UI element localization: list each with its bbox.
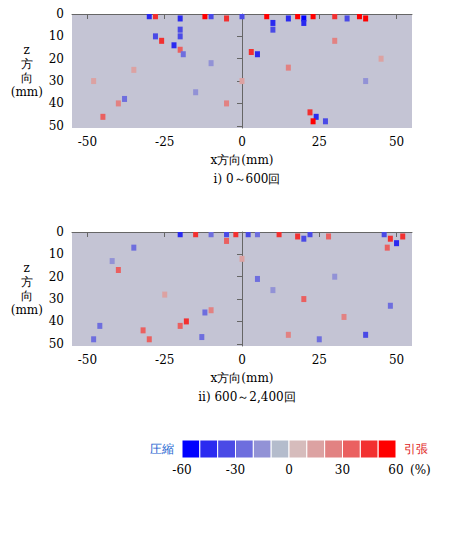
svg-text:-25: -25	[155, 135, 174, 149]
svg-text:-50: -50	[78, 353, 97, 367]
svg-text:引張: 引張	[404, 442, 428, 456]
svg-text:方: 方	[21, 57, 33, 71]
svg-text:20: 20	[49, 52, 64, 66]
svg-text:10: 10	[49, 29, 64, 43]
svg-text:-30: -30	[226, 463, 245, 477]
svg-text:0: 0	[56, 7, 64, 21]
svg-text:50: 50	[49, 337, 64, 351]
svg-text:ii) 600～2,400回: ii) 600～2,400回	[198, 390, 295, 404]
svg-text:40: 40	[49, 314, 64, 328]
svg-text:x方向(mm): x方向(mm)	[211, 371, 274, 385]
svg-text:-60: -60	[172, 463, 191, 477]
svg-text:(mm): (mm)	[11, 303, 43, 317]
svg-text:10: 10	[49, 247, 64, 261]
svg-text:(%): (%)	[410, 463, 431, 477]
svg-text:30: 30	[49, 292, 64, 306]
svg-text:25: 25	[312, 135, 327, 149]
svg-text:30: 30	[49, 74, 64, 88]
svg-text:0: 0	[285, 463, 293, 477]
svg-text:i) 0～600回: i) 0～600回	[214, 172, 281, 186]
svg-text:30: 30	[335, 463, 350, 477]
svg-text:0: 0	[238, 353, 246, 367]
svg-text:z: z	[24, 261, 30, 275]
svg-text:40: 40	[49, 96, 64, 110]
svg-text:(mm): (mm)	[11, 85, 43, 99]
svg-text:60: 60	[388, 463, 403, 477]
svg-text:x方向(mm): x方向(mm)	[211, 153, 274, 167]
svg-text:向: 向	[21, 71, 33, 85]
svg-text:-25: -25	[155, 353, 174, 367]
svg-text:25: 25	[312, 353, 327, 367]
svg-text:50: 50	[49, 119, 64, 133]
svg-text:方: 方	[21, 275, 33, 289]
svg-text:向: 向	[21, 289, 33, 303]
svg-text:圧縮: 圧縮	[150, 442, 174, 456]
svg-text:50: 50	[389, 135, 404, 149]
svg-text:0: 0	[238, 135, 246, 149]
svg-text:0: 0	[56, 225, 64, 239]
svg-text:50: 50	[389, 353, 404, 367]
svg-text:20: 20	[49, 270, 64, 284]
svg-text:z: z	[24, 43, 30, 57]
svg-text:-50: -50	[78, 135, 97, 149]
